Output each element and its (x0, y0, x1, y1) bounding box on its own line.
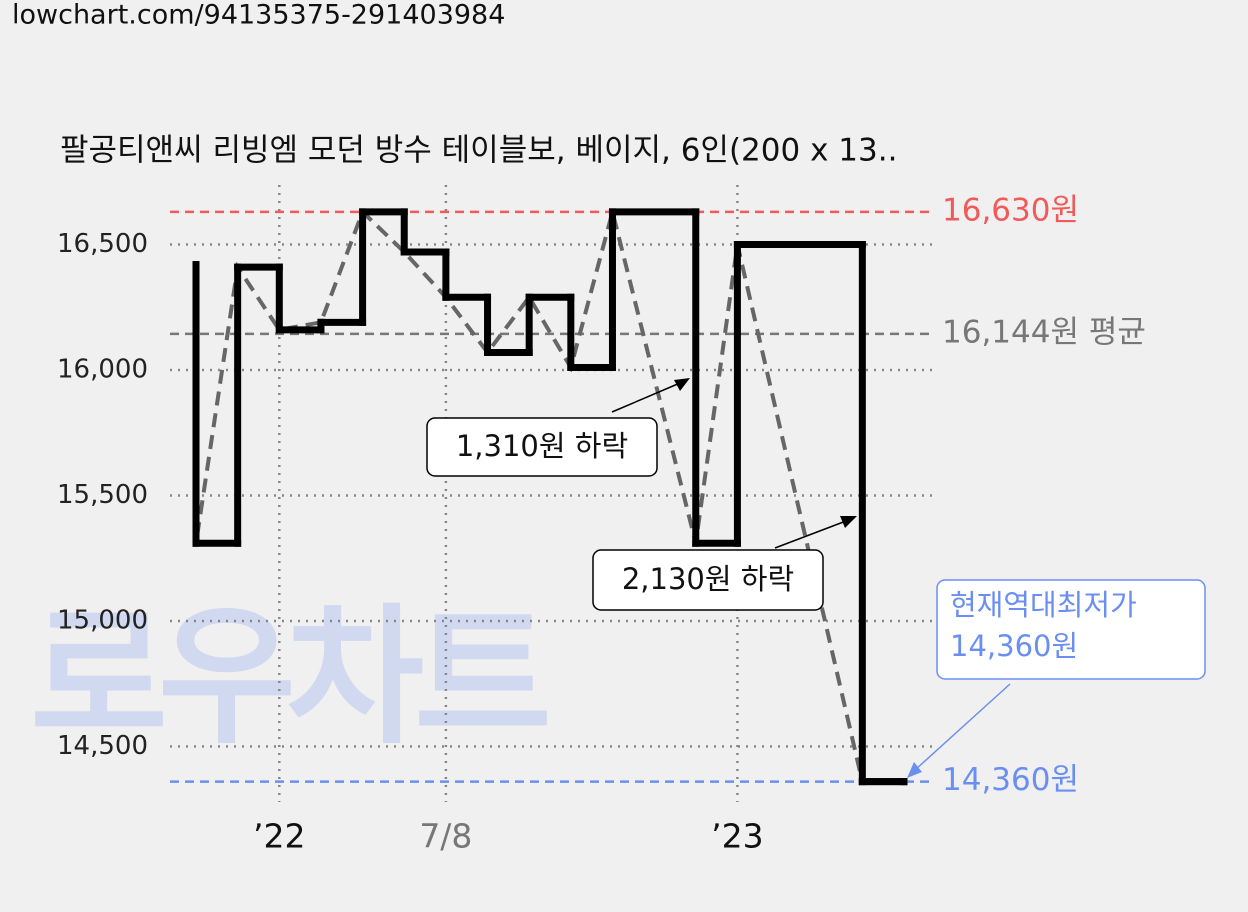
x-tick-label: ’22 (253, 817, 305, 856)
reference-label: 14,360원 (942, 762, 1079, 798)
arrow-head (907, 762, 922, 778)
url: lowchart.com/94135375-291403984 (12, 0, 505, 31)
annotation-box (426, 417, 658, 477)
arrow (774, 520, 847, 549)
arrow (914, 683, 1011, 771)
lowest-text: 현재역대최저가 (950, 588, 1137, 622)
x-tick-label: 7/8 (419, 817, 472, 856)
arrow (611, 382, 681, 413)
y-tick-label: 16,000 (57, 355, 148, 385)
lowest-box (936, 579, 1206, 680)
trend-line (194, 203, 904, 784)
arrow-head (674, 378, 690, 391)
annotation: 1,310원 하락 2,130원 하락 현재역대최저가 14,360원 (426, 378, 1206, 778)
lowest-text: 14,360원 (950, 629, 1078, 663)
annotation-text: 2,130원 하락 (622, 562, 794, 596)
chart-title: 팔공티앤씨 리빙엠 모던 방수 테이블보, 베이지, 6인(200 x 13.. (60, 133, 897, 169)
reference-label: 16,630원 (942, 192, 1079, 228)
x-tick-label: ’23 (711, 817, 763, 856)
y-tick-label: 14,500 (57, 731, 148, 761)
annotation-text: 1,310원 하락 (456, 429, 628, 463)
arrow-head (840, 516, 857, 528)
watermark: 로우차트 (30, 591, 547, 765)
reference-label: 16,144원 평균 (942, 314, 1146, 350)
y-tick-label: 16,500 (57, 229, 148, 259)
y-tick-label: 15,000 (57, 606, 148, 636)
y-tick-label: 15,500 (57, 480, 148, 510)
annotation-box (592, 549, 824, 611)
